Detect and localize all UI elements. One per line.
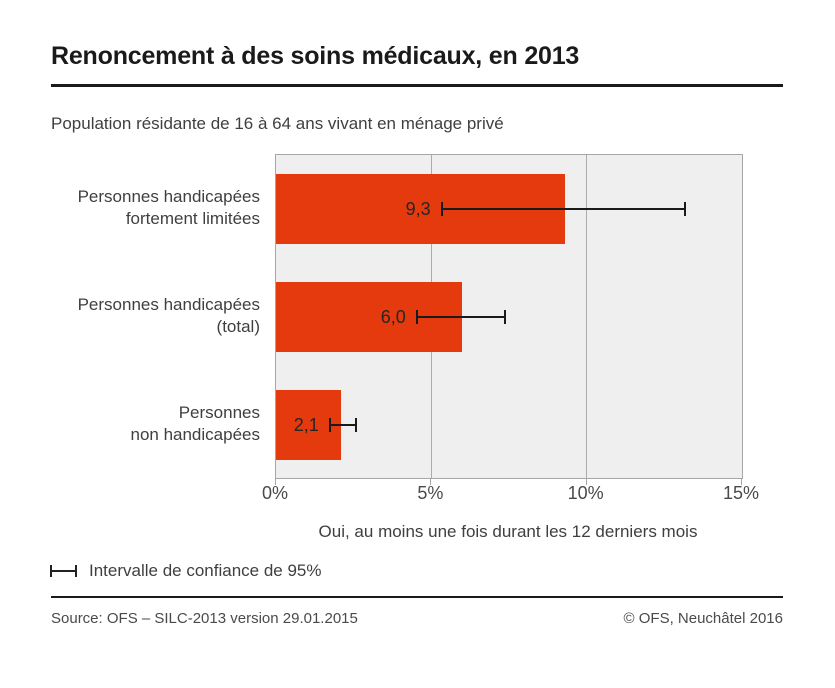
error-bar-cap-left	[328, 418, 331, 432]
x-tick-label: 15%	[722, 483, 760, 503]
category-label: Personnes handicapées (total)	[78, 294, 260, 338]
bar-value-label: 6,0	[380, 307, 406, 327]
x-tick	[275, 478, 276, 485]
error-bar-line	[415, 316, 506, 318]
x-tick	[430, 478, 432, 485]
x-tick-label: 0%	[261, 483, 288, 503]
category-label-line: Personnes handicapées	[77, 295, 260, 314]
x-tick-label: 5%	[417, 483, 444, 503]
error-bar-cap-right	[503, 310, 506, 324]
footer-copyright: © OFS, Neuchâtel 2016	[623, 610, 783, 627]
category-label-line: (total)	[216, 317, 260, 336]
x-tick	[741, 478, 742, 485]
error-bar-cap-left	[440, 202, 443, 216]
error-bar-line	[440, 208, 687, 210]
category-label: Personnes handicapées fortement limitées	[78, 186, 260, 230]
category-axis: Personnes handicapées fortement limitées P…	[0, 154, 260, 477]
category-label: Personnes non handicapées	[130, 402, 260, 446]
category-label-line: fortement limitées	[125, 209, 260, 228]
error-bar	[415, 310, 506, 324]
x-tick-label: 10%	[567, 483, 604, 503]
error-bar-line	[328, 424, 357, 426]
footer-rule	[51, 596, 783, 598]
x-axis-title: Oui, au moins une fois durant les 12 der…	[318, 522, 698, 541]
error-bar-cap-left	[415, 310, 418, 324]
bar-value-label: 9,3	[405, 199, 431, 219]
category-label-line: Personnes handicapées	[77, 187, 260, 206]
legend: Intervalle de confiance de 95%	[50, 561, 322, 581]
gridline	[586, 155, 588, 478]
error-bar	[328, 418, 357, 432]
x-tick	[585, 478, 587, 485]
page-title: Renoncement à des soins médicaux, en 201…	[51, 42, 580, 70]
footer-source: Source: OFS – SILC-2013 version 29.01.20…	[51, 610, 358, 627]
x-axis-ticks	[275, 477, 742, 485]
title-rule	[51, 84, 783, 87]
error-bar-cap-right	[354, 418, 357, 432]
category-label-line: Personnes	[178, 403, 260, 422]
bar-value-label: 2,1	[293, 415, 319, 435]
error-bar-icon	[50, 565, 77, 577]
error-bar	[440, 202, 687, 216]
chart-subtitle: Population résidante de 16 à 64 ans viva…	[51, 114, 504, 133]
error-bar-cap-right	[684, 202, 687, 216]
legend-label: Intervalle de confiance de 95%	[89, 561, 322, 580]
category-label-line: non handicapées	[130, 425, 260, 444]
plot-area: 9,3 6,0 2,1	[275, 154, 743, 479]
